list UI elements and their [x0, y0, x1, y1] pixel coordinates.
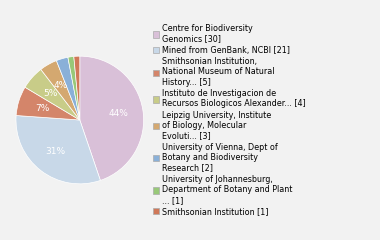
Wedge shape — [16, 115, 100, 184]
Wedge shape — [25, 69, 80, 120]
Wedge shape — [80, 56, 144, 180]
Text: 5%: 5% — [43, 89, 57, 98]
Text: 44%: 44% — [109, 109, 129, 118]
Wedge shape — [56, 57, 80, 120]
Text: 31%: 31% — [46, 147, 66, 156]
Wedge shape — [16, 87, 80, 120]
Text: 7%: 7% — [35, 104, 49, 113]
Wedge shape — [68, 56, 80, 120]
Legend: Centre for Biodiversity
Genomics [30], Mined from GenBank, NCBI [21], Smithsonia: Centre for Biodiversity Genomics [30], M… — [153, 24, 306, 216]
Wedge shape — [74, 56, 80, 120]
Wedge shape — [41, 60, 80, 120]
Text: 4%: 4% — [53, 81, 67, 90]
